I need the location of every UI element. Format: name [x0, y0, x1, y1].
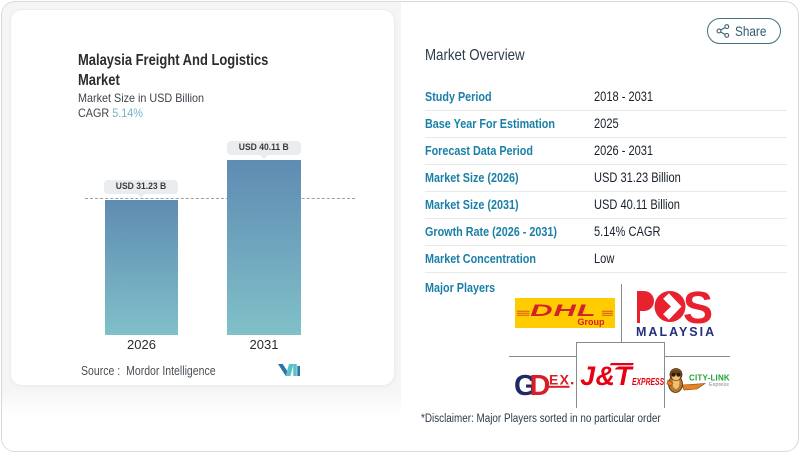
- svg-text:D: D: [530, 370, 551, 398]
- svg-text:DHL: DHL: [530, 301, 596, 320]
- svg-text:S: S: [683, 288, 713, 333]
- svg-text:CITY-LINK: CITY-LINK: [689, 373, 730, 382]
- svg-text:EXPRESS: EXPRESS: [632, 376, 664, 388]
- svg-text:Group: Group: [578, 317, 605, 327]
- svg-text:MALAYSIA: MALAYSIA: [636, 325, 716, 338]
- svg-text:Express: Express: [709, 382, 729, 388]
- svg-text:EX: EX: [549, 372, 570, 388]
- svg-text:G: G: [514, 370, 537, 398]
- svg-text:J&T: J&T: [580, 361, 634, 388]
